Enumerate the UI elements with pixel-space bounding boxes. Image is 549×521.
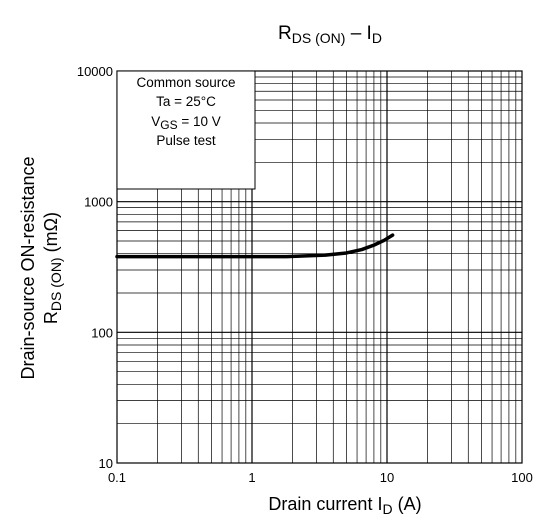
series-line bbox=[115, 233, 395, 259]
y-tick-label: 100 bbox=[91, 325, 113, 340]
y-tick-label: 1000 bbox=[84, 195, 113, 210]
y-tick-labels: 10 100 1000 10000 bbox=[77, 64, 113, 471]
x-tick-label: 0.1 bbox=[108, 470, 126, 485]
chart-title: RDS (ON) – ID bbox=[278, 23, 382, 46]
x-tick-label: 1 bbox=[248, 470, 255, 485]
annotation-background bbox=[116, 70, 256, 190]
y-axis-label-line2: RDS (ON) (mΩ) bbox=[41, 212, 64, 324]
annotation-line-4: Pulse test bbox=[156, 133, 216, 148]
y-tick-label: 10000 bbox=[77, 64, 113, 79]
annotation-line-1: Common source bbox=[136, 75, 235, 90]
annotation-box: Common source Ta = 25°C VGS = 10 V Pulse… bbox=[116, 70, 256, 190]
y-tick-label: 10 bbox=[99, 456, 113, 471]
annotation-line-2: Ta = 25°C bbox=[156, 94, 216, 109]
x-axis-label: Drain current ID (A) bbox=[268, 494, 421, 517]
y-axis-label-line1: Drain-source ON-resistance bbox=[18, 156, 38, 379]
plot-frame bbox=[116, 70, 523, 464]
x-tick-labels: 0.1 1 10 100 bbox=[108, 470, 533, 485]
x-tick-label: 100 bbox=[511, 470, 533, 485]
x-tick-label: 10 bbox=[380, 470, 394, 485]
annotation-line-3: VGS = 10 V bbox=[151, 114, 221, 132]
